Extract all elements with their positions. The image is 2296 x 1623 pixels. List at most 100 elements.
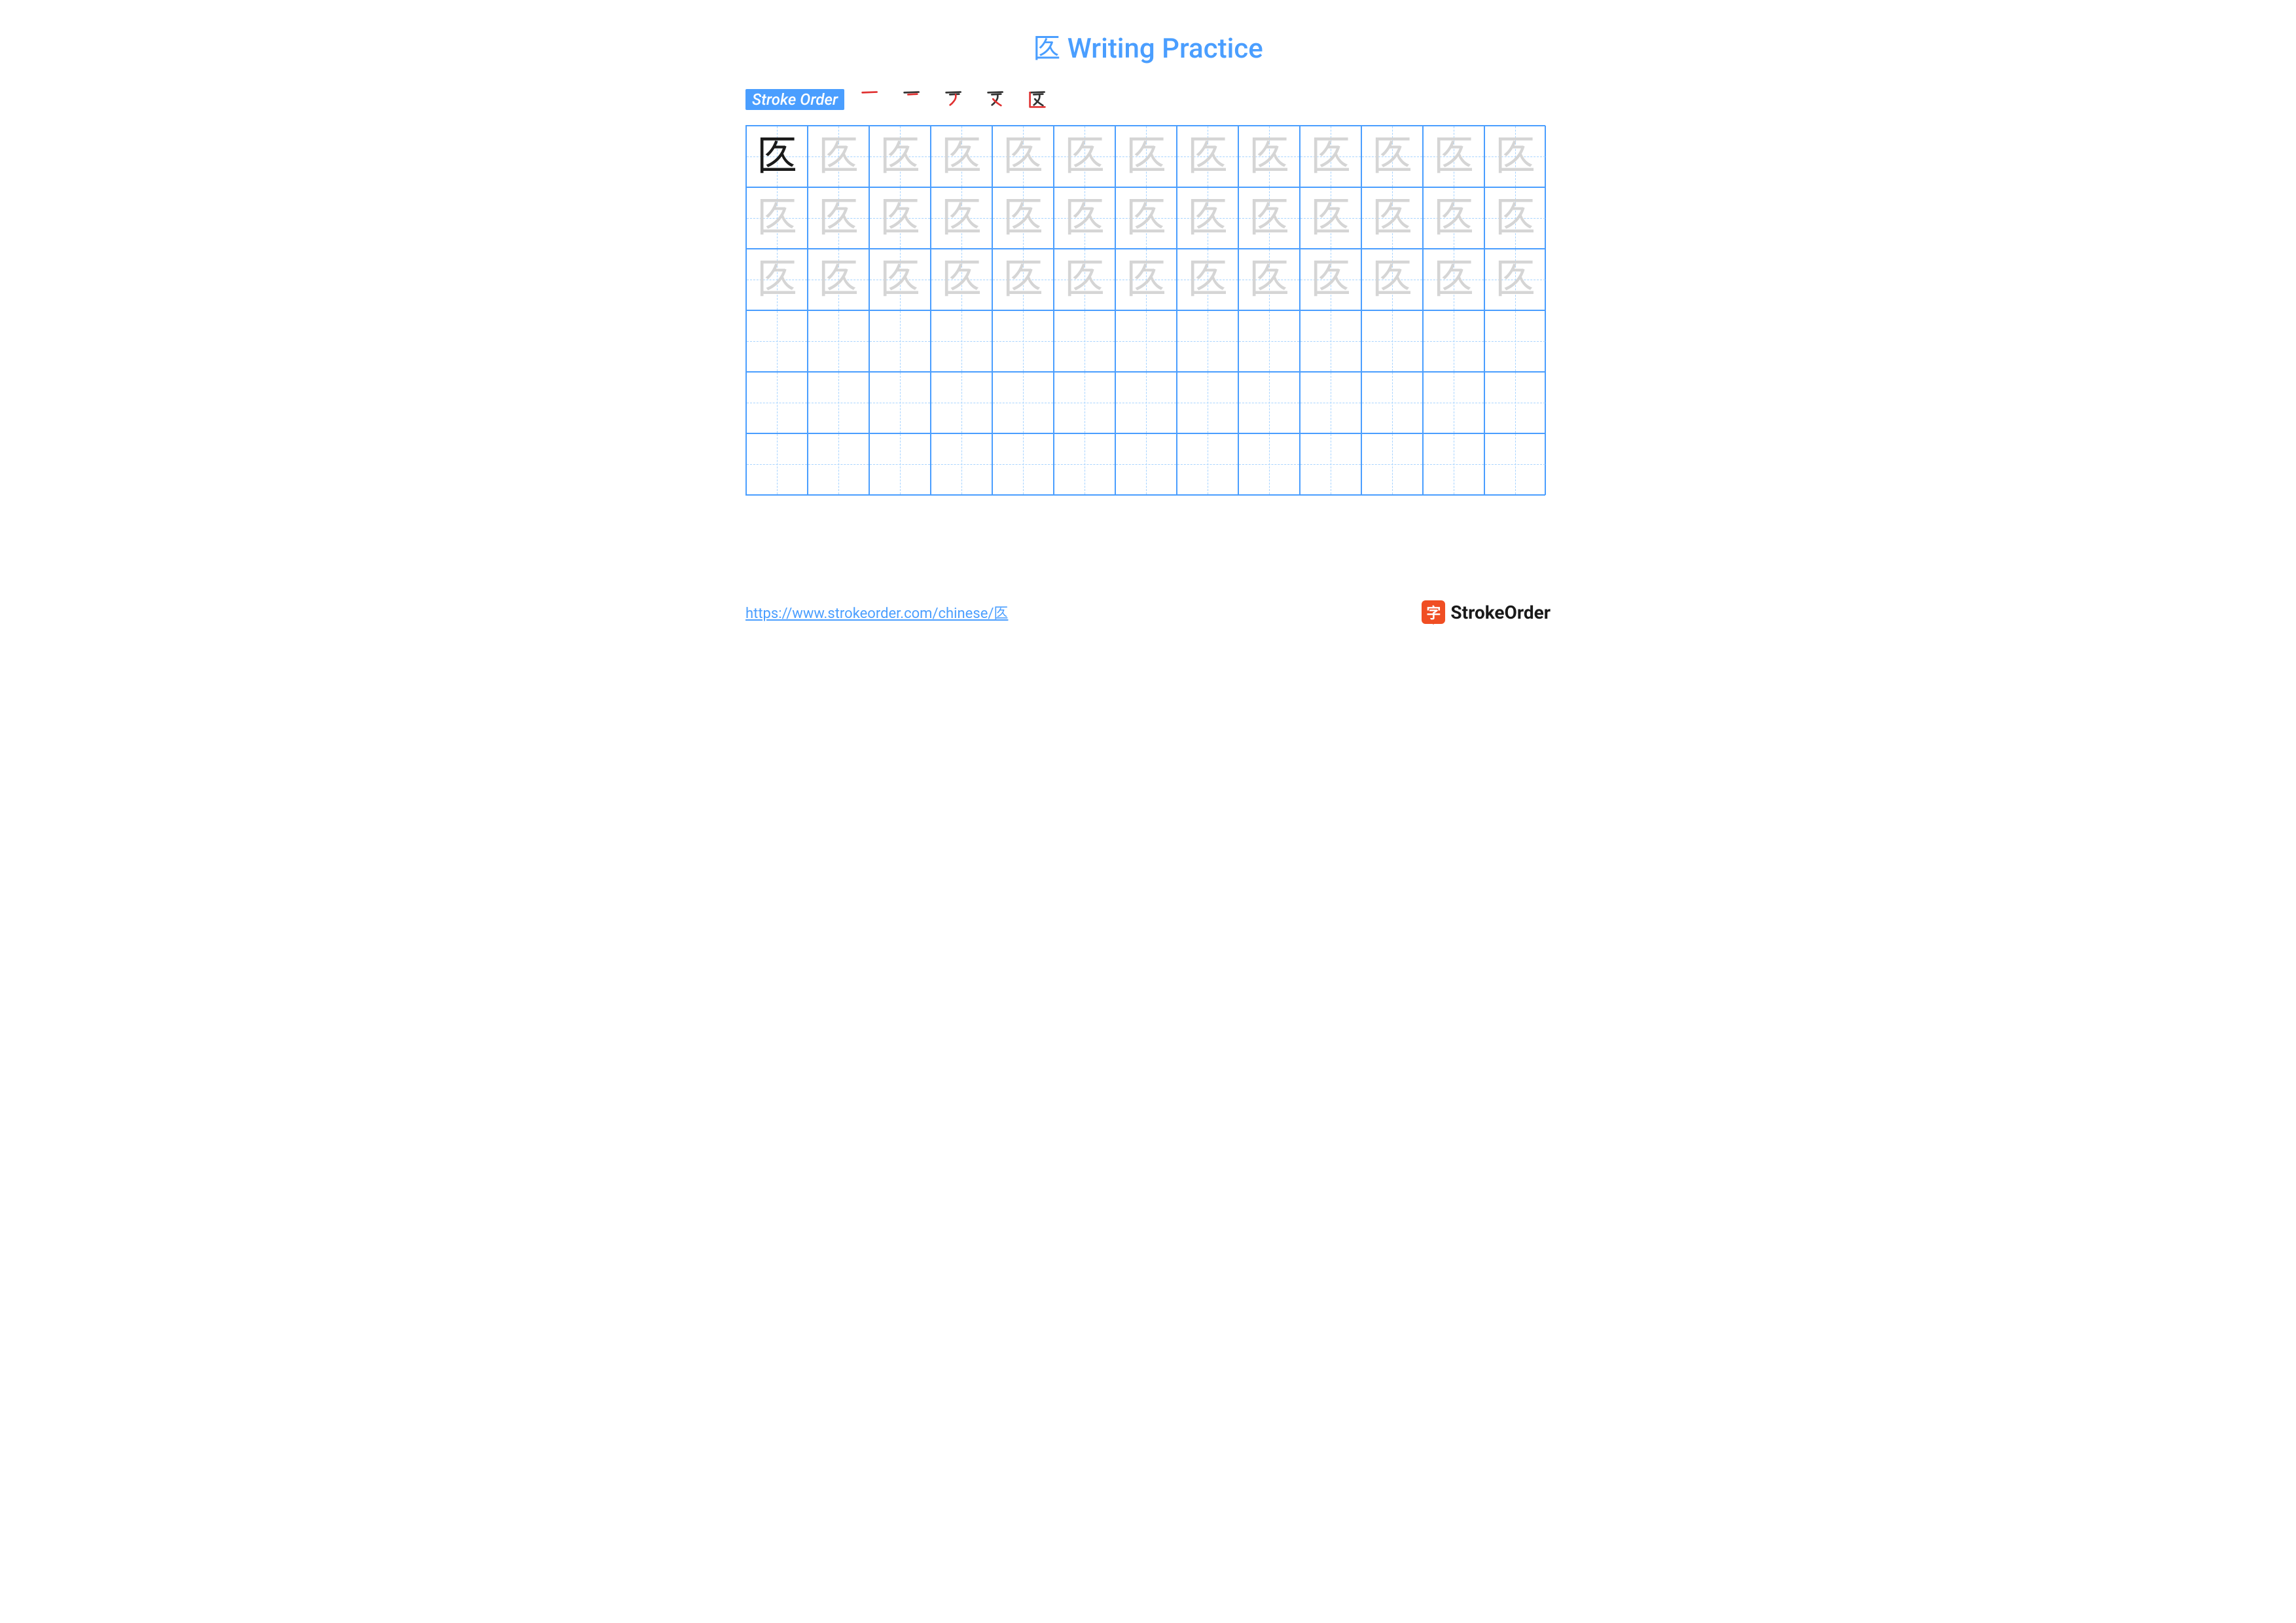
practice-character: 匛 — [1310, 259, 1351, 300]
grid-cell: 匛 — [746, 249, 808, 310]
grid-cell — [1361, 372, 1423, 433]
practice-character: 匛 — [1003, 198, 1043, 238]
grid-cell: 匛 — [1423, 187, 1484, 249]
grid-cell: 匛 — [869, 187, 931, 249]
grid-cell: 匛 — [1361, 249, 1423, 310]
logo-text: StrokeOrder — [1450, 602, 1551, 623]
grid-cell: 匛 — [808, 187, 869, 249]
grid-cell: 匛 — [1361, 187, 1423, 249]
grid-cell — [869, 372, 931, 433]
grid-cell: 匛 — [1300, 249, 1361, 310]
stroke-step-5 — [1024, 86, 1051, 113]
grid-cell — [1423, 310, 1484, 372]
grid-cell — [1054, 372, 1115, 433]
practice-character: 匛 — [1495, 198, 1535, 238]
grid-cell: 匛 — [1423, 249, 1484, 310]
grid-cell — [746, 372, 808, 433]
practice-character: 匛 — [1495, 259, 1535, 300]
practice-character: 匛 — [1064, 136, 1105, 177]
grid-cell: 匛 — [992, 249, 1054, 310]
grid-cell — [1300, 433, 1361, 495]
practice-character: 匛 — [1433, 136, 1474, 177]
grid-cell: 匛 — [931, 187, 992, 249]
practice-character: 匛 — [1064, 259, 1105, 300]
grid-cell — [1300, 310, 1361, 372]
grid-cell — [808, 310, 869, 372]
grid-cell — [746, 433, 808, 495]
practice-character: 匛 — [1126, 259, 1166, 300]
page-title: 匛 Writing Practice — [745, 26, 1551, 66]
practice-character: 匛 — [880, 259, 920, 300]
practice-character: 匛 — [1495, 136, 1535, 177]
grid-cell — [1115, 372, 1177, 433]
grid-cell — [992, 372, 1054, 433]
grid-cell: 匛 — [992, 126, 1054, 187]
footer: https://www.strokeorder.com/chinese/匛 字 … — [745, 600, 1551, 624]
grid-cell: 匛 — [746, 126, 808, 187]
practice-character: 匛 — [1187, 259, 1228, 300]
grid-cell: 匛 — [808, 126, 869, 187]
practice-character: 匛 — [1064, 198, 1105, 238]
grid-cell — [931, 310, 992, 372]
practice-character: 匛 — [818, 136, 859, 177]
grid-cell — [808, 433, 869, 495]
stroke-step-2 — [898, 86, 925, 113]
stroke-step-4 — [982, 86, 1009, 113]
grid-cell: 匛 — [1484, 187, 1546, 249]
grid-cell: 匛 — [1054, 187, 1115, 249]
grid-cell: 匛 — [869, 126, 931, 187]
practice-character: 匛 — [1372, 136, 1412, 177]
grid-cell — [1484, 433, 1546, 495]
grid-cell: 匛 — [1177, 126, 1238, 187]
grid-cell: 匛 — [1115, 187, 1177, 249]
grid-cell — [746, 310, 808, 372]
grid-cell: 匛 — [1054, 249, 1115, 310]
grid-cell: 匛 — [1300, 187, 1361, 249]
grid-cell: 匛 — [992, 187, 1054, 249]
grid-cell: 匛 — [1300, 126, 1361, 187]
grid-cell — [869, 310, 931, 372]
grid-cell — [1238, 310, 1300, 372]
grid-cell: 匛 — [1238, 249, 1300, 310]
stroke-step-1 — [856, 86, 884, 113]
practice-character: 匛 — [1372, 259, 1412, 300]
grid-cell — [931, 433, 992, 495]
grid-cell — [1115, 433, 1177, 495]
grid-cell — [1177, 310, 1238, 372]
grid-cell — [931, 372, 992, 433]
grid-cell: 匛 — [931, 126, 992, 187]
practice-character: 匛 — [1003, 136, 1043, 177]
grid-cell — [1361, 310, 1423, 372]
grid-cell — [992, 310, 1054, 372]
practice-character: 匛 — [1003, 259, 1043, 300]
grid-cell: 匛 — [1177, 249, 1238, 310]
grid-cell — [1177, 372, 1238, 433]
grid-cell: 匛 — [1484, 126, 1546, 187]
practice-character: 匛 — [941, 136, 982, 177]
practice-character: 匛 — [880, 136, 920, 177]
source-url[interactable]: https://www.strokeorder.com/chinese/匛 — [745, 602, 1008, 623]
practice-character: 匛 — [757, 259, 797, 300]
practice-character: 匛 — [1187, 136, 1228, 177]
grid-cell — [1300, 372, 1361, 433]
practice-character: 匛 — [1433, 259, 1474, 300]
grid-cell — [1238, 433, 1300, 495]
practice-character: 匛 — [818, 198, 859, 238]
stroke-order-row: Stroke Order — [745, 86, 1551, 113]
grid-cell — [1054, 310, 1115, 372]
practice-character: 匛 — [880, 198, 920, 238]
grid-cell: 匛 — [1054, 126, 1115, 187]
practice-character: 匛 — [1126, 136, 1166, 177]
grid-cell: 匛 — [1238, 126, 1300, 187]
grid-cell: 匛 — [1238, 187, 1300, 249]
grid-cell: 匛 — [808, 249, 869, 310]
practice-character: 匛 — [941, 198, 982, 238]
logo: 字 StrokeOrder — [1422, 600, 1551, 624]
practice-character: 匛 — [1249, 136, 1289, 177]
grid-cell: 匛 — [1177, 187, 1238, 249]
practice-character: 匛 — [941, 259, 982, 300]
practice-character: 匛 — [1310, 198, 1351, 238]
practice-character: 匛 — [757, 136, 797, 177]
practice-grid: 匛匛匛匛匛匛匛匛匛匛匛匛匛匛匛匛匛匛匛匛匛匛匛匛匛匛匛匛匛匛匛匛匛匛匛匛匛匛匛 — [745, 125, 1545, 496]
grid-cell: 匛 — [746, 187, 808, 249]
